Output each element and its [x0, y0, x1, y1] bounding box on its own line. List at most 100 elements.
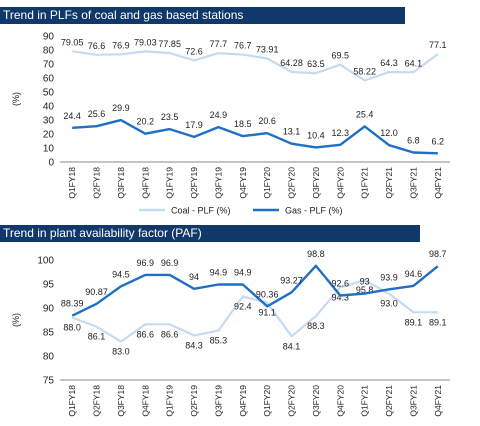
data-label-s2-10: 13.1: [283, 127, 301, 137]
data-label-s2-8: 94.9: [234, 267, 252, 277]
data-label-s1-3: 83.0: [112, 347, 130, 357]
y-tick-label: 90: [43, 32, 55, 43]
data-label-s2-12: 92.6: [332, 279, 350, 289]
data-label-s1-12: 69.5: [332, 51, 350, 61]
chart-2-title: Trend in plant availability factor (PAF): [0, 225, 420, 242]
data-label-s2-9: 20.6: [258, 116, 276, 126]
data-label-s2-6: 94: [189, 272, 199, 282]
data-label-s2-13: 25.4: [356, 109, 374, 119]
data-label-s2-13: 93: [360, 277, 370, 287]
x-tick-label: Q3FY20: [311, 385, 321, 417]
data-label-s2-11: 10.4: [307, 130, 325, 140]
legend-label-2: Gas - PLF (%): [285, 206, 343, 216]
x-tick-label: Q1FY19: [165, 385, 175, 417]
y-tick-label: 0: [48, 158, 54, 169]
data-label-s2-4: 20.2: [137, 117, 155, 127]
data-label-s1-4: 79.03: [134, 37, 157, 47]
data-label-s2-11: 98.8: [307, 249, 325, 259]
data-label-s2-16: 98.7: [429, 249, 447, 259]
chart-1-title: Trend in PLFs of coal and gas based stat…: [0, 7, 405, 24]
y-tick-label: 90: [43, 304, 55, 315]
data-label-s1-2: 86.1: [88, 332, 106, 342]
data-label-s2-3: 94.5: [112, 269, 130, 279]
data-label-s2-8: 18.5: [234, 119, 252, 129]
x-tick-label: Q2FY21: [384, 167, 394, 199]
data-label-s1-11: 63.5: [307, 59, 325, 69]
x-tick-label: Q4FY19: [238, 385, 248, 417]
x-tick-label: Q3FY18: [116, 385, 126, 417]
data-label-s2-6: 17.9: [185, 120, 203, 130]
x-tick-label: Q2FY19: [189, 167, 199, 199]
data-label-s2-9: 90.36: [256, 289, 279, 299]
x-tick-label: Q1FY21: [360, 167, 370, 199]
data-label-s1-15: 64.1: [405, 58, 423, 68]
data-label-s1-1: 79.05: [61, 37, 84, 47]
x-tick-label: Q2FY20: [287, 167, 297, 199]
data-label-s1-11: 88.3: [307, 321, 325, 331]
x-tick-label: Q4FY18: [140, 167, 150, 199]
data-label-s2-7: 94.9: [210, 267, 228, 277]
plf-line-chart: (%) 0 10 20 30 40 50 60 70 80 90 Q1FY18 Q2FY18 Q3FY18…: [11, 32, 450, 216]
legend-label-1: Coal - PLF (%): [171, 206, 231, 216]
y-tick-label: 60: [43, 74, 55, 85]
data-label-s1-3: 76.9: [112, 40, 130, 50]
data-label-s1-14: 93.0: [380, 299, 398, 309]
data-label-s1-15: 89.1: [405, 317, 423, 327]
x-tick-label: Q3FY20: [311, 167, 321, 199]
data-label-s1-4: 86.6: [137, 329, 155, 339]
data-label-s1-5: 77.85: [158, 39, 181, 49]
data-label-s1-9: 91.1: [258, 308, 276, 318]
y-tick-label: 70: [43, 60, 55, 71]
data-label-s2-14: 93.9: [380, 272, 398, 282]
data-label-s2-2: 25.6: [88, 109, 106, 119]
data-label-s1-2: 76.6: [88, 41, 106, 51]
data-label-s2-15: 6.8: [407, 135, 420, 145]
data-label-s2-4: 96.9: [137, 258, 155, 268]
x-tick-label: Q3FY21: [408, 167, 418, 199]
data-label-s1-8: 92.4: [234, 301, 252, 311]
data-label-s2-14: 12.0: [380, 128, 398, 138]
data-label-s2-15: 94.6: [405, 269, 423, 279]
x-tick-label: Q3FY18: [116, 167, 126, 199]
data-label-s1-14: 64.3: [380, 58, 398, 68]
data-label-s1-8: 76.7: [234, 41, 252, 51]
x-tick-label: Q1FY19: [165, 167, 175, 199]
data-label-s1-13: 95.8: [356, 285, 374, 295]
series-line-2: [72, 118, 438, 155]
x-tick-label: Q3FY21: [408, 385, 418, 417]
x-tick-label: Q3FY19: [213, 167, 223, 199]
data-label-s1-7: 85.3: [210, 336, 228, 346]
data-label-s1-7: 77.7: [210, 39, 228, 49]
series-line-1: [71, 279, 438, 343]
x-tick-label: Q1FY21: [360, 385, 370, 417]
x-tick-label: Q2FY18: [92, 385, 102, 417]
data-label-s2-5: 96.9: [161, 258, 179, 268]
data-label-s1-5: 86.6: [161, 329, 179, 339]
x-tick-label: Q1FY20: [262, 385, 272, 417]
x-tick-label: Q4FY20: [335, 385, 345, 417]
y-tick-label: 95: [43, 280, 55, 291]
x-tick-label: Q4FY20: [335, 167, 345, 199]
y-tick-label: 20: [43, 130, 55, 141]
x-tick-label: Q4FY18: [140, 385, 150, 417]
x-tick-label: Q1FY18: [67, 167, 77, 199]
y-tick-label: 100: [37, 256, 54, 267]
data-label-s1-16: 77.1: [429, 40, 447, 50]
data-label-s1-1: 88.0: [63, 323, 81, 333]
data-label-s1-16: 89.1: [429, 317, 447, 327]
data-label-s2-2: 90.87: [85, 287, 108, 297]
paf-line-chart: (%) 75 80 85 90 95 100 Q1FY18 Q2FY18 Q3FY18 Q4FY18…: [11, 249, 450, 417]
y-tick-label: 80: [43, 352, 55, 363]
y-tick-label: 80: [43, 46, 55, 57]
y-axis-label: (%): [11, 92, 21, 106]
data-label-s2-5: 23.5: [161, 112, 179, 122]
y-tick-label: 40: [43, 102, 55, 113]
data-label-s1-12: 94.3: [332, 292, 350, 302]
data-label-s2-7: 24.9: [210, 110, 228, 120]
x-tick-label: Q1FY18: [67, 385, 77, 417]
data-label-s1-9: 73.91: [256, 45, 279, 55]
data-label-s2-1: 88.39: [61, 299, 84, 309]
data-label-s2-12: 12.3: [332, 128, 350, 138]
x-tick-label: Q2FY21: [384, 385, 394, 417]
x-tick-label: Q4FY19: [238, 167, 248, 199]
